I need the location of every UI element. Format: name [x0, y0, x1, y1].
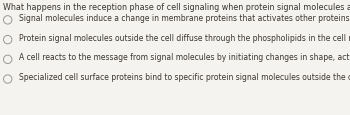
Text: Signal molecules induce a change in membrane proteins that activates other prote: Signal molecules induce a change in memb… [19, 14, 350, 23]
Text: Protein signal molecules outside the cell diffuse through the phospholipids in t: Protein signal molecules outside the cel… [19, 33, 350, 42]
Text: What happens in the reception phase of cell signaling when protein signal molecu: What happens in the reception phase of c… [3, 3, 350, 12]
Text: Specialized cell surface proteins bind to specific protein signal molecules outs: Specialized cell surface proteins bind t… [19, 72, 350, 81]
Text: A cell reacts to the message from signal molecules by initiating changes in shap: A cell reacts to the message from signal… [19, 53, 350, 62]
